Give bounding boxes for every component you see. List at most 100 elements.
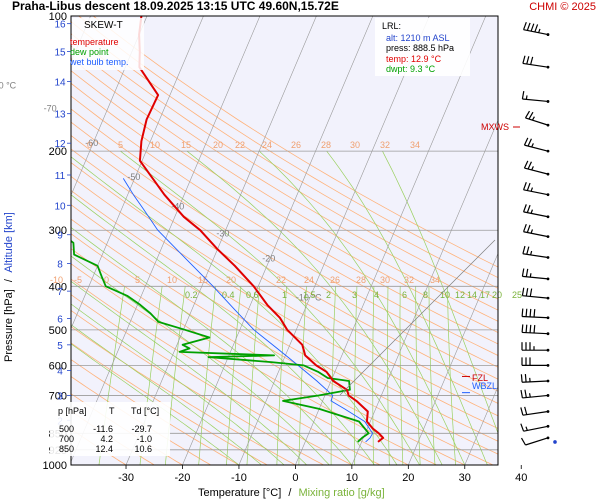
isotherm-line xyxy=(408,252,498,465)
lrl-alt: alt: 1210 m ASL xyxy=(386,33,450,43)
altitude-tick-label: 6 xyxy=(57,315,63,326)
wind-barb-flag xyxy=(524,110,531,119)
wind-barb-flag xyxy=(526,204,531,213)
isotherm-label: -60 xyxy=(85,138,98,148)
summary-table: p [hPa] T Td [°C] 500 -11.6 -29.7 700 4.… xyxy=(50,402,170,456)
pressure-tick-label: 500 xyxy=(49,325,67,337)
dry-adiabat-line xyxy=(71,175,498,429)
theta-label: 32 xyxy=(404,275,414,285)
theta-label: 5 xyxy=(118,140,123,150)
dry-adiabat-line xyxy=(71,57,498,322)
dewpoint-profile-line xyxy=(71,239,370,443)
isotherm-line xyxy=(182,16,374,465)
dry-adiabat-line xyxy=(71,70,498,333)
wind-barb-staff xyxy=(522,315,549,319)
wind-barb xyxy=(521,342,550,352)
table-cell: 850 xyxy=(59,444,74,454)
lrl-dwpt: dwpt: 9.3 °C xyxy=(386,64,436,74)
wind-barb xyxy=(522,55,550,69)
mixing-ratio-label: 0.4 xyxy=(222,290,235,300)
wind-barb-base xyxy=(546,193,550,197)
pressure-tick-label: 400 xyxy=(49,281,67,293)
wind-barb-flag xyxy=(521,324,524,333)
wind-barb-staff xyxy=(522,295,549,299)
wind-barb-flag xyxy=(534,24,539,33)
isotherm-line xyxy=(464,385,498,465)
wind-barb-flag xyxy=(521,90,525,100)
wind-barb-flag xyxy=(525,308,528,317)
wind-barb-flag xyxy=(520,423,525,432)
theta-label: 28 xyxy=(356,275,366,285)
wind-barb-flag xyxy=(523,21,527,30)
wind-barb-flag xyxy=(526,224,531,233)
wind-barb-half-flag xyxy=(529,273,532,278)
wind-barb xyxy=(520,436,550,446)
dry-adiabat-line xyxy=(71,33,498,300)
isotherm-label: -40 xyxy=(171,202,184,212)
mixing-ratio-label: 17 xyxy=(480,290,490,300)
wind-barb-base xyxy=(546,172,550,176)
wind-barb xyxy=(520,406,550,416)
wind-barb-flag xyxy=(525,288,529,297)
theta-label: 24 xyxy=(262,140,272,150)
wind-barb-flag xyxy=(523,224,527,232)
wind-barb-flag xyxy=(527,161,532,170)
table-cell: 12.4 xyxy=(95,444,113,454)
theta-label: 30 xyxy=(380,275,390,285)
wind-barb-staff xyxy=(523,231,549,238)
wind-barb-half-flag xyxy=(530,187,534,192)
isotherm-label: -10 °C xyxy=(296,292,322,302)
pressure-tick-label: 100 xyxy=(49,11,67,23)
wind-barb-flag xyxy=(533,325,536,334)
altitude-tick-label: 4 xyxy=(57,367,63,378)
wind-barb-base xyxy=(546,363,550,367)
wind-barb-base xyxy=(546,394,550,397)
temp-tick-label: 20 xyxy=(402,472,414,484)
theta-label: 15 xyxy=(181,140,191,150)
theta-label: 15 xyxy=(198,275,208,285)
altitude-tick-label: 3 xyxy=(57,391,63,402)
theta-label: -5 xyxy=(74,275,82,285)
wind-barb xyxy=(523,137,550,153)
wind-barb-flag xyxy=(520,407,524,416)
wind-barb-base xyxy=(546,256,550,259)
theta-label: 0 xyxy=(104,275,109,285)
legend-temperature: temperature xyxy=(70,37,119,47)
wind-barb-staff xyxy=(523,425,549,432)
dry-adiabat-line xyxy=(71,82,498,345)
table-header-td: Td [°C] xyxy=(131,406,159,416)
wind-barb-base xyxy=(546,316,550,320)
wind-barb-half-flag xyxy=(531,143,534,148)
wind-barb-flag xyxy=(521,308,524,317)
theta-label: 5 xyxy=(135,275,140,285)
legend-box: SKEW-T temperature dew point wet bulb te… xyxy=(69,18,144,70)
lrl-box: LRL: alt: 1210 m ASL press: 888.5 hPa te… xyxy=(375,18,470,76)
mixing-ratio-label: 25 xyxy=(512,290,522,300)
wind-barb-half-flag xyxy=(538,28,541,33)
theta-label: 22 xyxy=(235,140,245,150)
wind-barb-flag xyxy=(520,374,523,383)
theta-label: -10 xyxy=(50,275,63,285)
wind-barb xyxy=(520,389,550,399)
axes: 1002003004005006007008509251000161514131… xyxy=(43,11,528,484)
wind-barb-flag xyxy=(528,111,534,120)
isotherm-line xyxy=(578,16,600,465)
wind-barb xyxy=(521,287,550,300)
wind-barb xyxy=(520,423,550,432)
isotherm-label: -50 xyxy=(127,172,140,182)
dry-adiabat-line xyxy=(71,45,498,311)
wind-barb-flag xyxy=(526,182,531,191)
theta-label: 10 xyxy=(167,275,177,285)
credit-text: CHMI © 2025 xyxy=(529,1,596,13)
wind-barb-flag xyxy=(520,389,523,399)
wetbulb-profile-line xyxy=(122,178,374,443)
dry-adiabat-line xyxy=(71,121,498,380)
temperature-profile-line xyxy=(138,16,385,443)
wind-barb xyxy=(523,224,550,239)
temp-tick-label: -20 xyxy=(175,472,191,484)
altitude-tick-label: 7 xyxy=(57,287,63,298)
theta-label: 10 xyxy=(150,140,160,150)
theta-label: 34 xyxy=(430,275,440,285)
isotherm-line xyxy=(521,16,600,465)
lrl-wind-marker xyxy=(553,440,557,444)
